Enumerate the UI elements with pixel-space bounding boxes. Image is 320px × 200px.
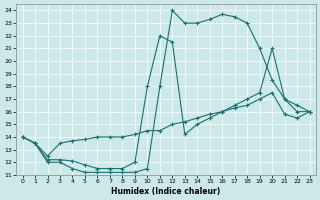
X-axis label: Humidex (Indice chaleur): Humidex (Indice chaleur) (111, 187, 221, 196)
